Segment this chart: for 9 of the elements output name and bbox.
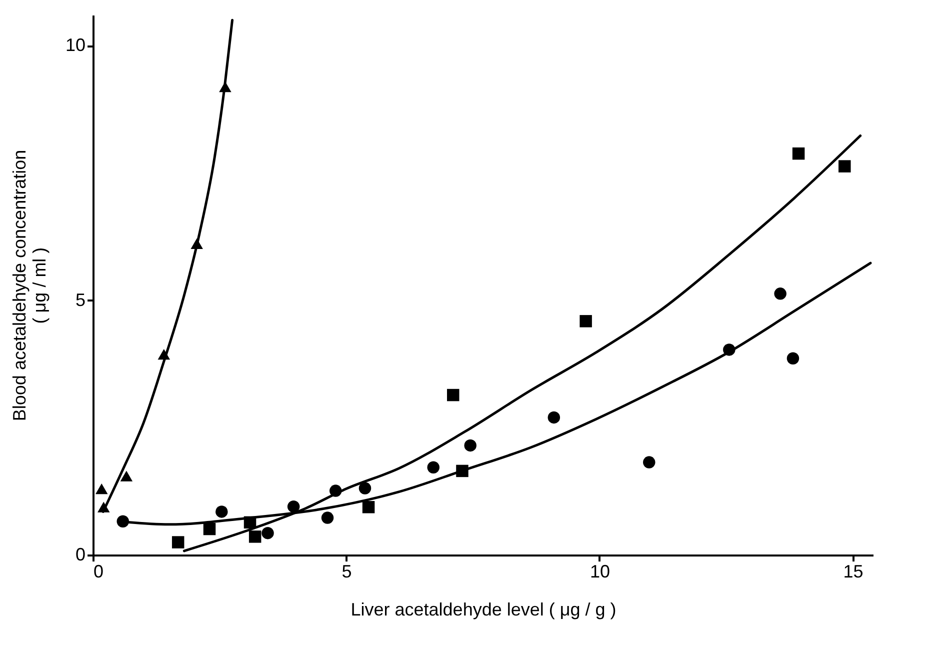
x-tick-label: 0 [94,562,104,582]
y-tick-label: 0 [75,544,86,564]
y-tick-label: 10 [65,35,86,56]
x-tick-label: 5 [342,562,352,582]
y-axis-title: Blood acetaldehyde concentration ( μg / ml ) [9,150,50,422]
x-tick-label: 10 [590,562,610,582]
x-axis-title: Liver acetaldehyde level ( μg / g ) [350,600,616,620]
y-tick-label: 5 [75,290,86,310]
x-tick-label: 15 [843,562,864,582]
